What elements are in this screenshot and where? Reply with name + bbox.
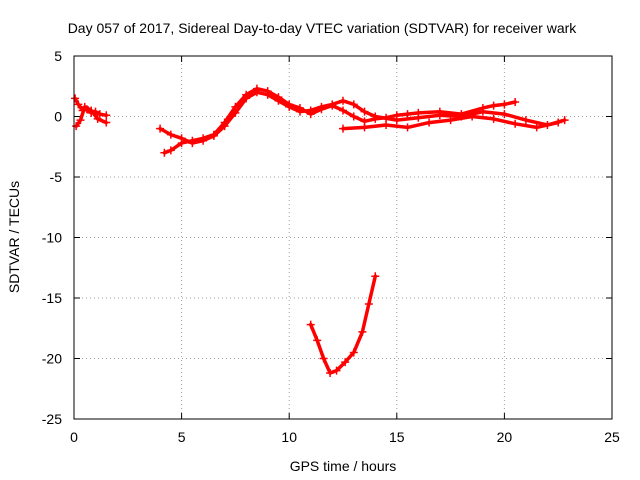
data-point	[263, 87, 272, 96]
data-point	[468, 112, 477, 121]
y-tick-labels: 5 0 -5 -10 -15 -20 -25	[42, 48, 62, 427]
x-tick-labels: 0 5 10 15 20 25	[70, 429, 620, 445]
data-point	[160, 148, 169, 157]
x-tick-label: 10	[281, 429, 297, 445]
data-point	[252, 84, 261, 93]
data-point	[392, 111, 401, 120]
data-point	[156, 124, 165, 133]
data-point	[87, 106, 96, 115]
data-point	[166, 130, 175, 139]
data-point	[511, 119, 520, 128]
data-point	[364, 300, 373, 309]
data-point	[188, 136, 197, 145]
data-point	[511, 97, 520, 106]
series-layer	[71, 84, 569, 378]
data-point	[326, 369, 335, 378]
y-tick-label: -5	[50, 169, 63, 185]
data-point	[274, 93, 283, 102]
data-point	[102, 118, 111, 127]
y-tick-label: -20	[42, 351, 62, 367]
y-tick-label: 0	[54, 109, 62, 125]
data-point	[306, 110, 315, 119]
chart-title: Day 057 of 2017, Sidereal Day-to-day VTE…	[68, 20, 578, 36]
data-point	[295, 104, 304, 113]
data-point	[319, 354, 328, 363]
data-point	[371, 114, 380, 123]
data-point	[554, 118, 563, 127]
data-point	[177, 139, 186, 148]
data-point	[371, 272, 380, 281]
data-point	[317, 105, 326, 114]
data-point	[403, 123, 412, 132]
data-point	[403, 110, 412, 119]
data-point	[76, 116, 85, 125]
data-point	[313, 336, 322, 345]
y-tick-label: 5	[54, 48, 62, 64]
data-point	[349, 112, 358, 121]
series-line-arc-2b	[162, 86, 517, 155]
y-tick-label: -15	[42, 290, 62, 306]
data-point	[242, 90, 251, 99]
x-tick-label: 20	[497, 429, 513, 445]
data-point	[446, 116, 455, 125]
data-point	[231, 102, 240, 111]
data-point	[339, 96, 347, 105]
x-tick-label: 5	[178, 429, 186, 445]
data-point	[209, 130, 218, 139]
data-point	[339, 106, 347, 115]
data-point	[532, 123, 541, 132]
data-point	[382, 113, 391, 122]
plot-frame	[73, 55, 613, 420]
data-point	[306, 320, 315, 329]
data-point	[521, 116, 530, 125]
data-point	[199, 134, 208, 143]
x-axis-label: GPS time / hours	[290, 458, 397, 474]
data-point	[360, 107, 369, 116]
data-point	[285, 100, 294, 109]
data-point	[93, 114, 102, 123]
data-point	[349, 348, 358, 357]
data-point	[95, 110, 104, 119]
data-point	[74, 100, 83, 109]
data-point	[500, 100, 509, 109]
data-point	[500, 110, 509, 119]
data-point	[489, 114, 498, 123]
data-point	[425, 118, 434, 127]
data-point	[435, 107, 444, 116]
data-point	[71, 94, 80, 103]
x-tick-label: 15	[389, 429, 405, 445]
data-point	[72, 122, 81, 131]
data-point	[102, 111, 111, 120]
data-point	[220, 118, 229, 127]
data-point	[80, 102, 89, 111]
data-point	[414, 108, 423, 117]
data-point	[349, 100, 358, 109]
y-tick-label: -25	[42, 411, 62, 427]
data-point	[341, 358, 350, 367]
y-axis-label: SDTVAR / TECUs	[6, 181, 22, 293]
series-line-arc-3	[308, 274, 378, 375]
x-tick-label: 0	[70, 429, 78, 445]
data-point	[560, 116, 569, 125]
data-point	[332, 366, 341, 375]
x-tick-label: 25	[604, 429, 620, 445]
data-point	[166, 146, 175, 155]
data-point	[360, 123, 369, 132]
data-point	[339, 124, 347, 133]
data-point	[328, 101, 337, 110]
y-tick-label: -10	[42, 230, 62, 246]
data-point	[489, 101, 498, 110]
data-point	[358, 327, 367, 336]
data-point	[478, 104, 487, 113]
data-point	[382, 120, 391, 129]
